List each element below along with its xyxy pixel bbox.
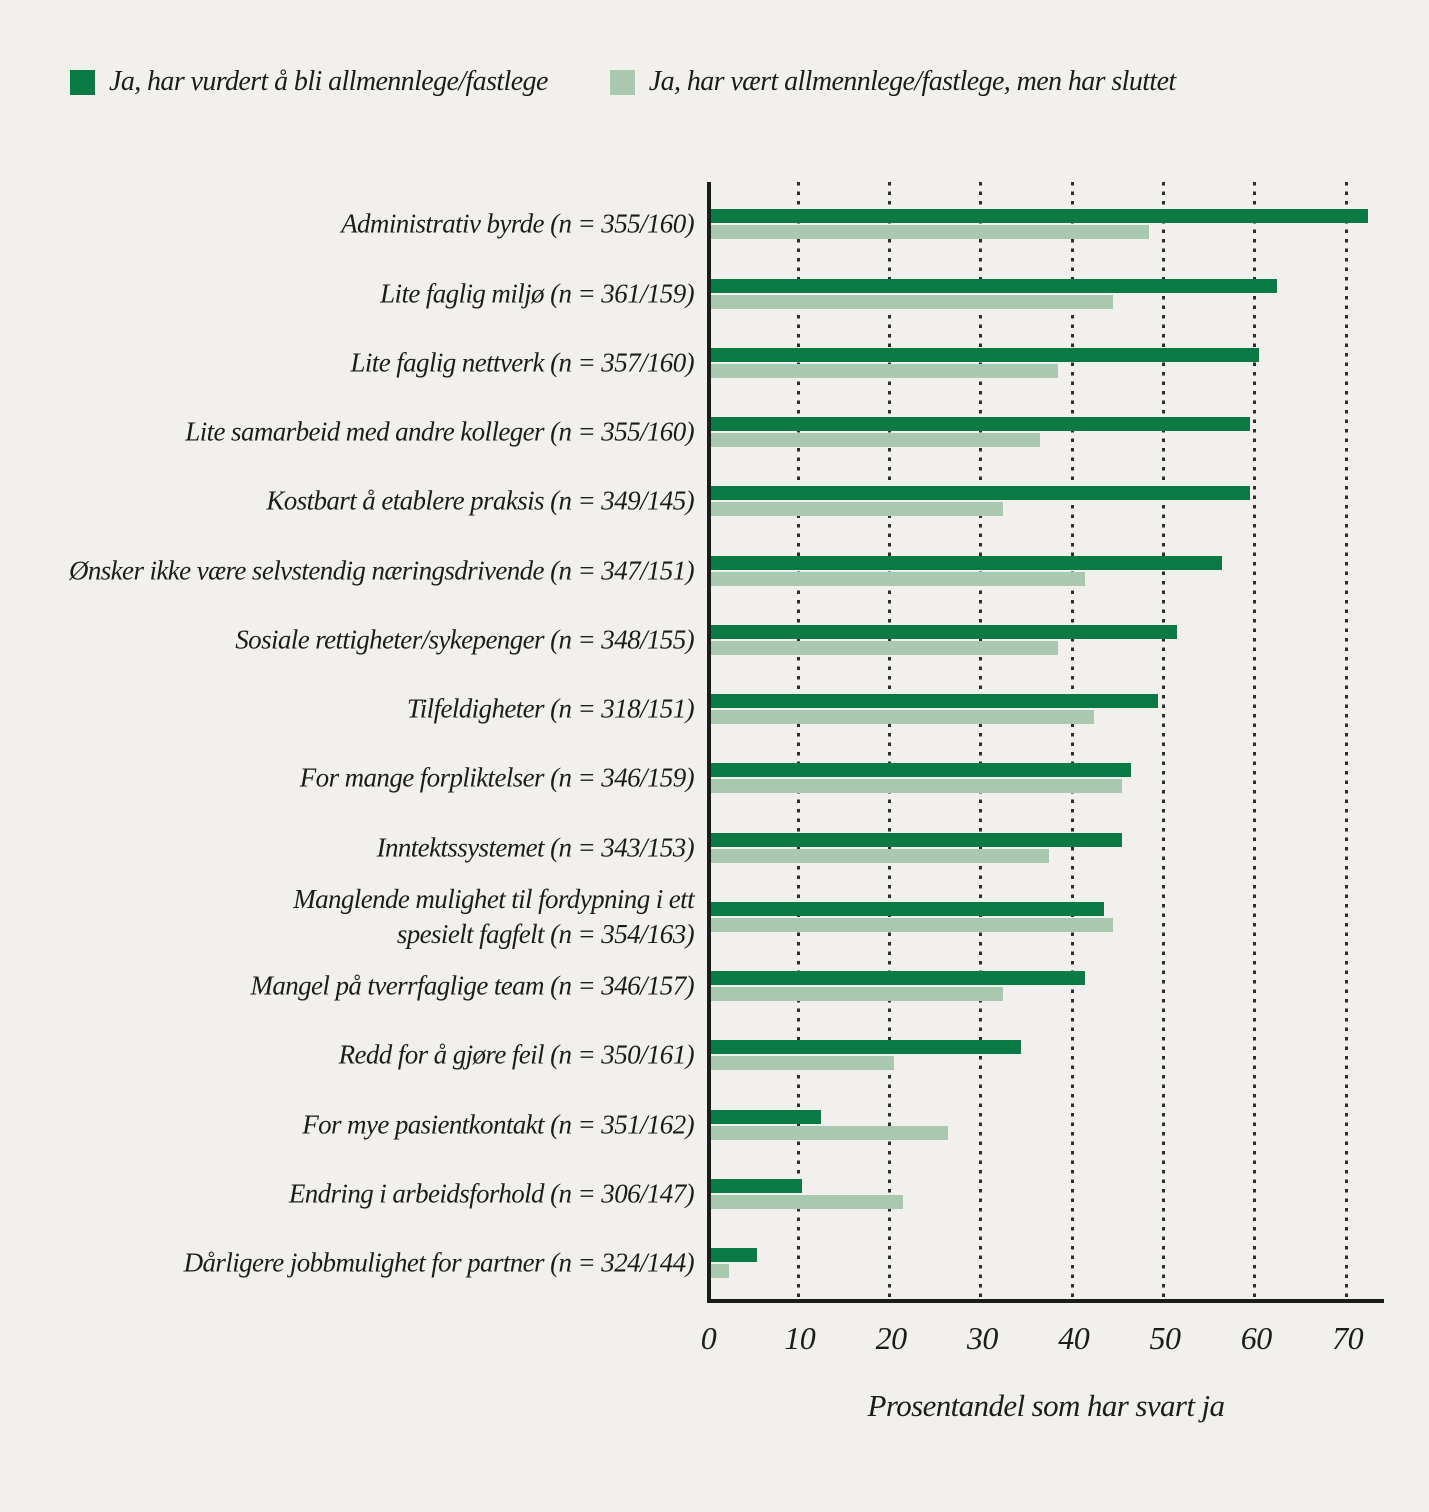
bar-considered xyxy=(711,624,1177,639)
bar-quit xyxy=(711,848,1049,863)
bar-considered xyxy=(711,832,1122,847)
bar-quit xyxy=(711,225,1150,240)
category-label: Kostbart å etablere praksis (n = 349/145… xyxy=(266,485,694,516)
x-tick-40: 40 xyxy=(1058,1320,1090,1356)
gridline-50 xyxy=(1162,182,1165,1299)
bar-quit xyxy=(711,640,1058,655)
category-label: Lite samarbeid med andre kolleger (n = 3… xyxy=(185,416,694,447)
bar-quit xyxy=(711,1125,949,1140)
legend-item-considered: Ja, har vurdert å bli allmennlege/fastle… xyxy=(70,68,548,96)
bar-considered xyxy=(711,1248,757,1263)
x-tick-50: 50 xyxy=(1149,1320,1182,1356)
legend-item-quit: Ja, har vært allmennlege/fastlege, men h… xyxy=(609,66,1176,97)
gridline-70 xyxy=(1344,182,1348,1299)
x-tick-20: 20 xyxy=(875,1320,908,1356)
category-label: Tilfeldigheter (n = 318/151) xyxy=(406,693,695,724)
gridline-60 xyxy=(1253,182,1257,1299)
category-label: Lite faglig miljø (n = 361/159) xyxy=(380,278,694,308)
x-tick-70: 70 xyxy=(1332,1320,1364,1356)
bar-considered xyxy=(711,1178,803,1193)
category-label: Administrativ byrde (n = 355/160) xyxy=(341,208,694,239)
category-label: Manglende mulighet til fordypning i ett … xyxy=(293,883,694,949)
x-tick-30: 30 xyxy=(966,1320,999,1356)
legend-swatch-quit xyxy=(609,69,635,95)
bar-considered xyxy=(711,1109,821,1124)
category-label: For mange forpliktelser (n = 346/159) xyxy=(299,762,695,793)
category-label: Mangel på tverrfaglige team (n = 346/157… xyxy=(250,970,694,1001)
bar-quit xyxy=(711,987,1004,1002)
category-label: Lite faglig nettverk (n = 357/160) xyxy=(350,347,694,378)
x-tick-10: 10 xyxy=(784,1320,816,1356)
bar-quit xyxy=(711,917,1113,932)
bar-considered xyxy=(711,347,1259,362)
x-axis-title: Prosentandel som har svart ja xyxy=(867,1388,1225,1423)
bar-considered xyxy=(711,278,1278,293)
legend-label-considered: Ja, har vurdert å bli allmennlege/fastle… xyxy=(109,66,548,97)
bar-considered xyxy=(711,486,1250,501)
x-tick-0: 0 xyxy=(700,1320,717,1356)
category-label: Dårligere jobbmulighet for partner (n = … xyxy=(183,1247,695,1278)
bar-considered xyxy=(711,694,1159,709)
x-tick-60: 60 xyxy=(1240,1320,1273,1356)
gridline-40 xyxy=(1070,182,1074,1299)
bar-quit xyxy=(711,571,1086,586)
bar-quit xyxy=(711,502,1004,517)
bar-quit xyxy=(711,294,1113,309)
gridline-20 xyxy=(888,182,892,1299)
bar-quit xyxy=(711,710,1095,725)
gridline-10 xyxy=(796,182,800,1299)
legend-swatch-considered xyxy=(70,69,95,95)
bar-considered xyxy=(711,209,1369,224)
category-label: Ønsker ikke være selvstendig næringsdriv… xyxy=(68,555,695,585)
bar-quit xyxy=(711,363,1058,378)
bar-considered xyxy=(711,763,1131,778)
plot-area xyxy=(707,182,1384,1303)
bar-considered xyxy=(711,1040,1022,1055)
bar-quit xyxy=(711,433,1040,448)
category-label: Redd for å gjøre feil (n = 350/161) xyxy=(338,1039,695,1070)
bar-quit xyxy=(711,1056,894,1071)
gridline-30 xyxy=(979,182,983,1299)
bar-considered xyxy=(711,971,1086,986)
bar-quit xyxy=(711,1264,730,1279)
category-label: Endring i arbeidsforhold (n = 306/147) xyxy=(288,1178,695,1209)
bar-quit xyxy=(711,1194,903,1209)
bar-considered xyxy=(711,417,1250,432)
category-label: Inntektssystemet (n = 343/153) xyxy=(376,832,695,862)
legend-label-quit: Ja, har vært allmennlege/fastlege, men h… xyxy=(648,66,1176,97)
category-label: Sosiale rettigheter/sykepenger (n = 348/… xyxy=(235,624,694,655)
legend: Ja, har vurdert å bli allmennlege/fastle… xyxy=(70,68,1176,96)
category-label: For mye pasientkontakt (n = 351/162) xyxy=(302,1109,694,1139)
bar-quit xyxy=(711,779,1122,794)
bar-considered xyxy=(711,901,1104,916)
bar-considered xyxy=(711,555,1223,570)
